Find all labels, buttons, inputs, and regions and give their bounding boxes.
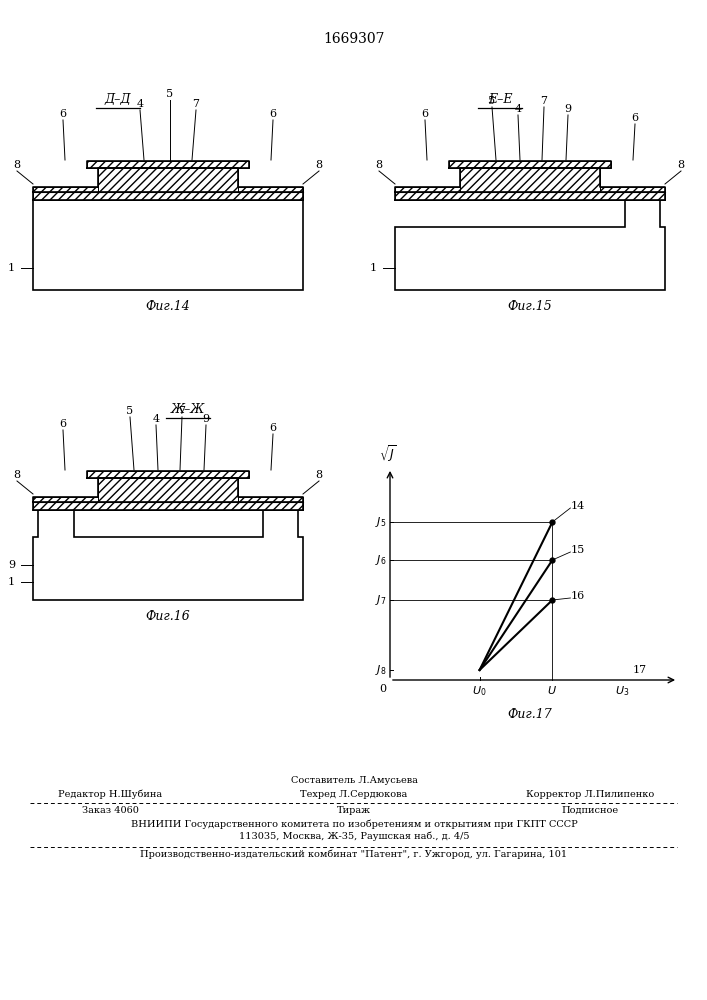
Polygon shape	[33, 502, 303, 510]
Text: 5: 5	[166, 89, 173, 99]
Text: 9: 9	[564, 104, 571, 114]
Text: 5: 5	[127, 406, 134, 416]
Text: 14: 14	[571, 501, 585, 511]
Polygon shape	[238, 187, 303, 192]
Polygon shape	[87, 471, 249, 478]
Text: Ж–Ж: Ж–Ж	[171, 403, 205, 416]
Text: 6: 6	[269, 109, 276, 119]
Polygon shape	[33, 200, 303, 290]
Text: 1669307: 1669307	[323, 32, 385, 46]
Text: Техред Л.Сердюкова: Техред Л.Сердюкова	[300, 790, 408, 799]
Text: 9: 9	[202, 414, 209, 424]
Text: 15: 15	[571, 545, 585, 555]
Polygon shape	[33, 510, 303, 600]
Text: Подписное: Подписное	[561, 806, 619, 815]
Text: Фиг.17: Фиг.17	[508, 708, 552, 721]
Text: 8: 8	[677, 160, 684, 170]
Polygon shape	[238, 497, 303, 502]
Polygon shape	[395, 192, 665, 200]
Text: Фиг.16: Фиг.16	[146, 610, 190, 623]
Polygon shape	[33, 187, 98, 192]
Polygon shape	[87, 161, 249, 168]
Text: 1: 1	[8, 577, 15, 587]
Text: 1: 1	[370, 263, 377, 273]
Polygon shape	[395, 200, 665, 290]
Text: 9: 9	[8, 560, 15, 570]
Polygon shape	[460, 168, 600, 192]
Text: $J_7$: $J_7$	[375, 593, 386, 607]
Text: $J_8$: $J_8$	[375, 663, 386, 677]
Text: 0: 0	[379, 684, 386, 694]
Text: 5: 5	[489, 96, 496, 106]
Text: 4: 4	[515, 104, 522, 114]
Text: $U_3$: $U_3$	[615, 684, 630, 698]
Text: 6: 6	[421, 109, 428, 119]
Text: 8: 8	[13, 160, 21, 170]
Text: 8: 8	[315, 470, 322, 480]
Text: $U_0$: $U_0$	[472, 684, 487, 698]
Text: Корректор Л.Пилипенко: Корректор Л.Пилипенко	[526, 790, 654, 799]
Polygon shape	[395, 187, 460, 192]
Text: 17: 17	[632, 665, 646, 675]
Text: 8: 8	[375, 160, 382, 170]
Polygon shape	[600, 187, 665, 192]
Text: 16: 16	[571, 591, 585, 601]
Text: 4: 4	[136, 99, 144, 109]
Text: Фиг.15: Фиг.15	[508, 300, 552, 313]
Text: Редактор Н.Шубина: Редактор Н.Шубина	[58, 790, 162, 799]
Polygon shape	[98, 168, 238, 192]
Text: ВНИИПИ Государственного комитета по изобретениям и открытиям при ГКПТ СССР: ВНИИПИ Государственного комитета по изоб…	[131, 820, 578, 829]
Text: 4: 4	[153, 414, 160, 424]
Text: Заказ 4060: Заказ 4060	[81, 806, 139, 815]
Text: 6: 6	[59, 419, 66, 429]
Polygon shape	[33, 497, 98, 502]
Text: 8: 8	[13, 470, 21, 480]
Text: 7: 7	[540, 96, 547, 106]
Text: 7: 7	[178, 406, 185, 416]
Text: 6: 6	[631, 113, 638, 123]
Text: Составитель Л.Амусьева: Составитель Л.Амусьева	[291, 776, 417, 785]
Text: 6: 6	[269, 423, 276, 433]
Text: Производственно-издательский комбинат "Патент", г. Ужгород, ул. Гагарина, 101: Производственно-издательский комбинат "П…	[141, 850, 568, 859]
Text: Е–Е: Е–Е	[488, 93, 513, 106]
Text: $U$: $U$	[547, 684, 557, 696]
Text: Тираж: Тираж	[337, 806, 371, 815]
Text: 113035, Москва, Ж-35, Раушская наб., д. 4/5: 113035, Москва, Ж-35, Раушская наб., д. …	[239, 832, 469, 841]
Text: $J_5$: $J_5$	[375, 515, 386, 529]
Text: $J_6$: $J_6$	[375, 553, 386, 567]
Text: 6: 6	[59, 109, 66, 119]
Text: Фиг.14: Фиг.14	[146, 300, 190, 313]
Polygon shape	[33, 192, 303, 200]
Text: 8: 8	[315, 160, 322, 170]
Polygon shape	[449, 161, 611, 168]
Text: 1: 1	[8, 263, 15, 273]
Text: $\sqrt{J}$: $\sqrt{J}$	[380, 443, 397, 464]
Polygon shape	[98, 478, 238, 502]
Text: 7: 7	[192, 99, 199, 109]
Text: Д–Д: Д–Д	[105, 93, 132, 106]
